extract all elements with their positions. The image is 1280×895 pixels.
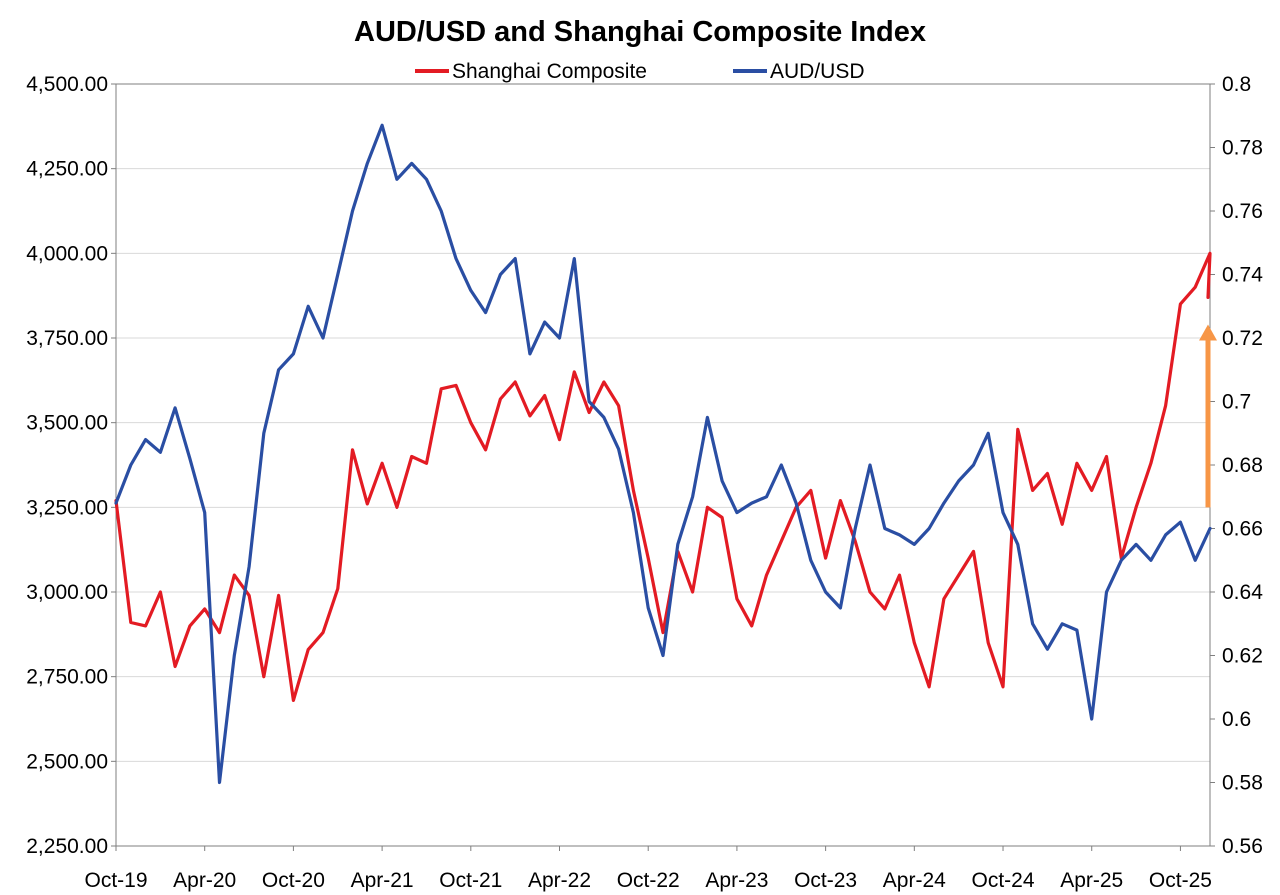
y-right-tick-label: 0.56: [1222, 835, 1263, 858]
x-tick-label: Apr-25: [1060, 869, 1123, 892]
y-right-tick-label: 0.76: [1222, 200, 1263, 223]
y-right-tick-label: 0.78: [1222, 137, 1263, 160]
y-left-tick-label: 3,000.00: [26, 581, 108, 604]
y-right-tick-label: 0.8: [1222, 73, 1251, 96]
x-tick-label: Apr-21: [351, 869, 414, 892]
y-left-tick-label: 3,250.00: [26, 496, 108, 519]
y-left-tick-label: 2,500.00: [26, 750, 108, 773]
y-right-tick-label: 0.66: [1222, 518, 1263, 541]
x-tick-label: Apr-20: [173, 869, 236, 892]
y-left-tick-label: 2,250.00: [26, 835, 108, 858]
x-tick-label: Oct-24: [972, 869, 1035, 892]
legend-label-aud-usd: AUD/USD: [770, 60, 865, 83]
x-tick-label: Oct-21: [439, 869, 502, 892]
x-tick-label: Apr-23: [705, 869, 768, 892]
annotation-arrow-head: [1199, 324, 1217, 341]
legend-label-shanghai-composite: Shanghai Composite: [452, 60, 647, 83]
y-left-tick-label: 3,500.00: [26, 412, 108, 435]
y-right-tick-label: 0.6: [1222, 708, 1251, 731]
y-right-tick-label: 0.62: [1222, 645, 1263, 668]
y-right-tick-label: 0.72: [1222, 327, 1263, 350]
y-left-tick-label: 4,250.00: [26, 158, 108, 181]
x-tick-label: Oct-23: [794, 869, 857, 892]
x-tick-label: Oct-20: [262, 869, 325, 892]
series-line-shanghai-composite: [114, 251, 1212, 703]
y-left-tick-label: 3,750.00: [26, 327, 108, 350]
plot-area-border: [115, 83, 1211, 847]
x-tick-label: Apr-24: [883, 869, 946, 892]
series-line-aud-usd: [114, 123, 1212, 785]
y-right-tick-label: 0.64: [1222, 581, 1263, 604]
y-right-tick-label: 0.68: [1222, 454, 1263, 477]
y-left-tick-label: 4,500.00: [26, 73, 108, 96]
y-left-tick-label: 4,000.00: [26, 242, 108, 265]
x-tick-label: Oct-25: [1149, 869, 1212, 892]
y-right-tick-label: 0.74: [1222, 264, 1263, 287]
y-left-tick-label: 2,750.00: [26, 666, 108, 689]
x-tick-label: Oct-22: [617, 869, 680, 892]
chart-title: AUD/USD and Shanghai Composite Index: [354, 16, 926, 48]
y-right-tick-label: 0.7: [1222, 391, 1251, 414]
x-tick-label: Apr-22: [528, 869, 591, 892]
x-tick-label: Oct-19: [84, 869, 147, 892]
y-right-tick-label: 0.58: [1222, 772, 1263, 795]
